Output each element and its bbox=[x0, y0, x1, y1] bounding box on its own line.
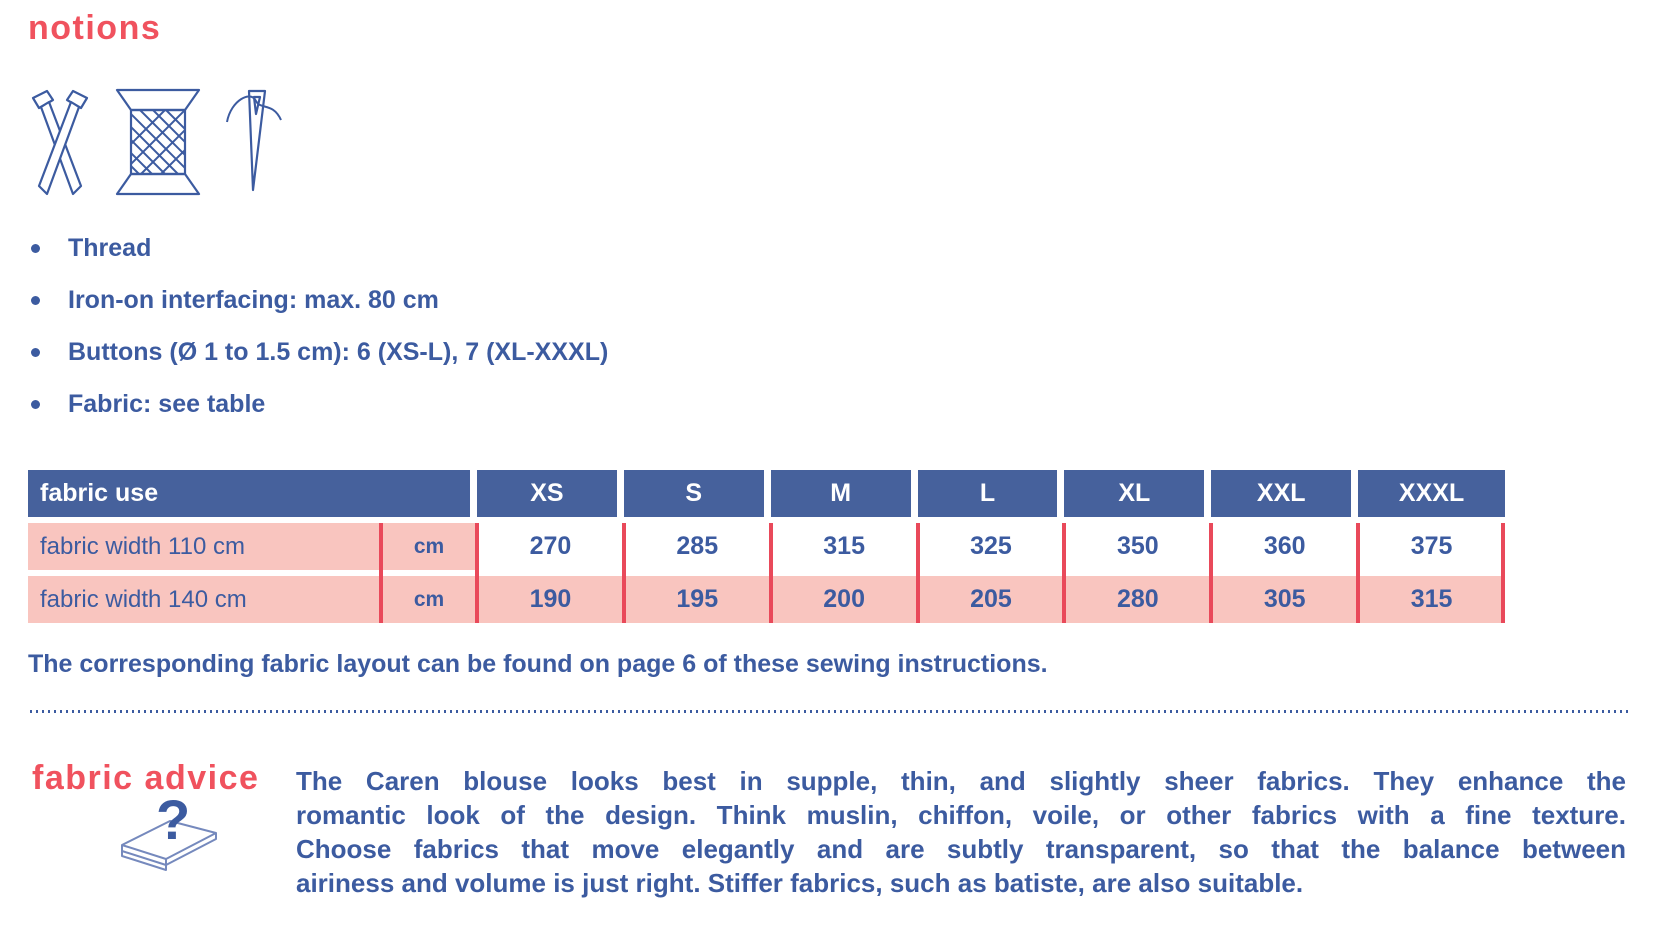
notions-icons bbox=[29, 88, 287, 198]
scissors-icon bbox=[31, 89, 89, 196]
column-separator bbox=[1209, 523, 1213, 623]
value-cell: 360 bbox=[1263, 532, 1306, 560]
row-label: fabric width 110 cm bbox=[28, 523, 381, 570]
notions-heading: notions bbox=[28, 9, 162, 47]
table-caption: The corresponding fabric layout can be f… bbox=[28, 650, 1048, 678]
value-cell: 350 bbox=[1116, 532, 1159, 560]
value-cell: 195 bbox=[623, 576, 771, 623]
value-cell: 270 bbox=[529, 532, 572, 560]
thread-spool-icon bbox=[115, 88, 201, 196]
value-cell: 285 bbox=[676, 532, 719, 560]
table-header-row: fabric use XS S M L XL XXL XXXL bbox=[28, 470, 1505, 517]
paragraph-line: romantic look of the design. Think musli… bbox=[296, 800, 1626, 830]
fabric-advice-paragraph: The Caren blouse looks best in supple, t… bbox=[296, 764, 1626, 900]
header-cell-xl: XL bbox=[1064, 470, 1212, 517]
paragraph-line: Choose fabrics that move elegantly and a… bbox=[296, 834, 1626, 864]
column-separator bbox=[475, 523, 479, 623]
value-cell: 280 bbox=[1064, 576, 1212, 623]
list-item-buttons: Buttons (Ø 1 to 1.5 cm): 6 (XS-L), 7 (XL… bbox=[28, 326, 608, 378]
column-separator bbox=[1356, 523, 1360, 623]
table-row-width-140: fabric width 140 cm cm 190 195 200 205 2… bbox=[28, 576, 1505, 623]
dotted-divider bbox=[30, 710, 1632, 713]
paragraph-line: airiness and volume is just right. Stiff… bbox=[296, 868, 1304, 898]
header-cell-fabric-use: fabric use bbox=[28, 470, 477, 517]
value-cell: 200 bbox=[770, 576, 918, 623]
column-separator bbox=[622, 523, 626, 623]
row-label: fabric width 140 cm bbox=[28, 576, 381, 623]
list-item-interfacing: Iron-on interfacing: max. 80 cm bbox=[28, 274, 608, 326]
paragraph-line: The Caren blouse looks best in supple, t… bbox=[296, 766, 1626, 796]
value-cell: 205 bbox=[917, 576, 1065, 623]
unit-cell: cm bbox=[381, 523, 477, 570]
header-cell-xs: XS bbox=[477, 470, 624, 517]
value-cell: 375 bbox=[1410, 532, 1453, 560]
value-cell: 305 bbox=[1211, 576, 1359, 623]
value-cell: 315 bbox=[1358, 576, 1505, 623]
list-item-thread: Thread bbox=[28, 222, 608, 274]
column-separator bbox=[769, 523, 773, 623]
column-separator bbox=[916, 523, 920, 623]
column-separator bbox=[379, 523, 383, 623]
unit-cell: cm bbox=[381, 576, 477, 623]
value-cell: 190 bbox=[477, 576, 624, 623]
header-cell-xxl: XXL bbox=[1211, 470, 1359, 517]
table-row-width-110: fabric width 110 cm cm 270 285 315 325 3… bbox=[28, 523, 1505, 570]
needle-icon bbox=[226, 89, 282, 192]
fabric-advice-heading: fabric advice bbox=[32, 759, 260, 797]
table-right-edge bbox=[1501, 523, 1505, 623]
column-separator bbox=[1062, 523, 1066, 623]
header-cell-xxxl: XXXL bbox=[1358, 470, 1505, 517]
fabric-use-table: fabric use XS S M L XL XXL XXXL fabric w… bbox=[28, 470, 1505, 623]
fabric-question-icon: ? bbox=[121, 793, 217, 871]
value-cell: 315 bbox=[823, 532, 865, 560]
header-cell-m: M bbox=[770, 470, 918, 517]
value-cell: 325 bbox=[970, 532, 1012, 560]
header-cell-l: L bbox=[917, 470, 1065, 517]
notions-list: Thread Iron-on interfacing: max. 80 cm B… bbox=[28, 222, 608, 430]
svg-text:?: ? bbox=[156, 793, 190, 851]
header-cell-s: S bbox=[623, 470, 771, 517]
list-item-fabric: Fabric: see table bbox=[28, 378, 608, 430]
table-body: fabric width 110 cm cm 270 285 315 325 3… bbox=[28, 523, 1505, 623]
